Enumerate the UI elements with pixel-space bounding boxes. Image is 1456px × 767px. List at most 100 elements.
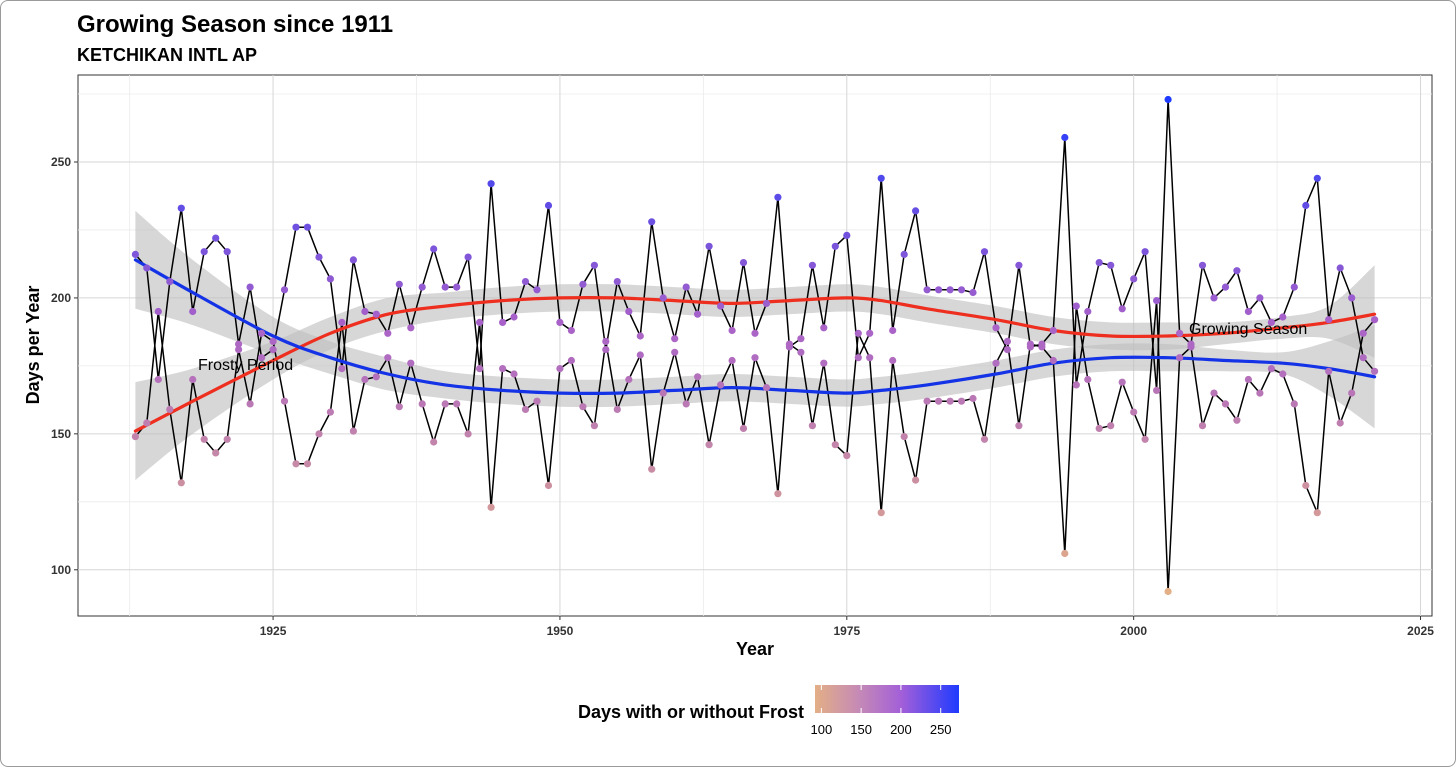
data-point-growing-season bbox=[1221, 400, 1230, 408]
data-point-frosty-period bbox=[866, 329, 874, 337]
data-point-frosty-period bbox=[1095, 259, 1103, 267]
data-point-growing-season bbox=[1325, 367, 1333, 375]
data-point-frosty-period bbox=[1015, 261, 1023, 269]
data-point-growing-season bbox=[384, 354, 392, 362]
data-point-growing-season bbox=[395, 403, 403, 411]
data-point-growing-season bbox=[235, 346, 243, 354]
data-point-frosty-period bbox=[166, 278, 174, 286]
data-point-frosty-period bbox=[131, 250, 139, 258]
data-point-growing-season bbox=[969, 394, 977, 403]
data-point-growing-season bbox=[728, 356, 736, 365]
data-point-frosty-period bbox=[751, 329, 759, 337]
data-point-frosty-period bbox=[1233, 267, 1241, 275]
data-point-growing-season bbox=[1176, 354, 1184, 362]
data-point-frosty-period bbox=[269, 346, 277, 354]
legend-tick-label: 150 bbox=[850, 722, 872, 737]
data-point-growing-season bbox=[464, 430, 472, 438]
x-tick-label: 2000 bbox=[1120, 624, 1147, 638]
legend: Days with or without Frost 100 150 200 250 bbox=[578, 685, 959, 737]
data-point-growing-season bbox=[1164, 587, 1172, 596]
data-point-growing-season bbox=[957, 397, 966, 405]
data-point-frosty-period bbox=[671, 335, 679, 343]
data-point-frosty-period bbox=[602, 346, 610, 354]
data-point-frosty-period bbox=[774, 193, 782, 201]
data-point-frosty-period bbox=[613, 278, 621, 286]
data-point-frosty-period bbox=[235, 340, 243, 348]
data-point-frosty-period bbox=[154, 375, 162, 384]
data-point-growing-season bbox=[372, 373, 380, 381]
data-point-frosty-period bbox=[935, 286, 943, 294]
data-point-growing-season bbox=[774, 490, 782, 498]
data-point-growing-season bbox=[303, 460, 312, 468]
data-point-frosty-period bbox=[625, 307, 633, 316]
y-tick-label: 150 bbox=[51, 427, 71, 441]
data-point-frosty-period bbox=[338, 365, 346, 373]
data-point-frosty-period bbox=[694, 310, 702, 318]
data-point-growing-season bbox=[739, 424, 748, 432]
data-point-frosty-period bbox=[418, 283, 426, 291]
data-point-growing-season bbox=[866, 354, 874, 362]
data-point-frosty-period bbox=[1084, 307, 1092, 316]
data-point-frosty-period bbox=[1107, 261, 1115, 269]
minor-gridlines bbox=[78, 75, 1432, 616]
data-point-frosty-period bbox=[1187, 340, 1195, 348]
data-point-growing-season bbox=[854, 329, 862, 337]
x-tick-label: 2025 bbox=[1407, 624, 1434, 638]
data-point-growing-season bbox=[361, 375, 369, 384]
data-point-growing-season bbox=[889, 356, 897, 365]
data-point-frosty-period bbox=[1118, 305, 1126, 313]
data-point-frosty-period bbox=[326, 275, 334, 283]
data-point-growing-season bbox=[636, 351, 644, 359]
data-point-growing-season bbox=[418, 400, 426, 408]
data-point-growing-season bbox=[808, 422, 817, 430]
data-point-growing-season bbox=[1003, 337, 1012, 345]
data-point-growing-season bbox=[625, 375, 633, 384]
data-point-growing-season bbox=[762, 384, 771, 392]
data-point-growing-season bbox=[1279, 370, 1287, 378]
data-point-frosty-period bbox=[1210, 294, 1218, 302]
data-point-growing-season bbox=[705, 441, 713, 449]
data-point-frosty-period bbox=[1153, 386, 1161, 394]
data-point-growing-season bbox=[223, 435, 231, 443]
data-point-frosty-period bbox=[315, 253, 323, 261]
data-point-frosty-period bbox=[636, 332, 644, 340]
data-point-growing-season bbox=[923, 397, 931, 405]
data-point-frosty-period bbox=[499, 318, 507, 326]
data-point-growing-season bbox=[349, 427, 357, 435]
legend-ticks: 100 150 200 250 bbox=[811, 685, 952, 737]
data-point-frosty-period bbox=[785, 343, 794, 351]
data-point-frosty-period bbox=[717, 302, 725, 310]
data-point-growing-season bbox=[246, 400, 254, 408]
data-point-growing-season bbox=[659, 389, 667, 397]
data-point-growing-season bbox=[843, 452, 851, 460]
data-point-growing-season bbox=[946, 397, 954, 405]
data-point-frosty-period bbox=[1003, 346, 1012, 354]
major-gridlines bbox=[78, 75, 1432, 616]
data-point-frosty-period bbox=[1061, 133, 1069, 142]
y-tick-label: 250 bbox=[51, 155, 71, 169]
data-point-frosty-period bbox=[372, 310, 380, 318]
data-point-growing-season bbox=[1244, 375, 1252, 384]
data-point-growing-season bbox=[200, 435, 208, 443]
data-point-growing-season bbox=[1198, 422, 1207, 430]
data-point-growing-season bbox=[269, 337, 277, 345]
data-point-frosty-period bbox=[430, 245, 438, 253]
x-tick-label: 1925 bbox=[260, 624, 287, 638]
data-point-frosty-period bbox=[544, 201, 553, 210]
data-point-growing-season bbox=[1072, 302, 1080, 310]
data-point-growing-season bbox=[556, 365, 564, 373]
data-point-frosty-period bbox=[1198, 261, 1207, 269]
data-point-growing-season bbox=[1336, 419, 1344, 427]
data-point-frosty-period bbox=[1325, 316, 1333, 324]
data-point-frosty-period bbox=[292, 223, 300, 231]
data-point-frosty-period bbox=[762, 299, 771, 307]
x-axis-ticks: 1925 1950 1975 2000 2025 bbox=[260, 616, 1434, 638]
data-point-growing-season bbox=[280, 397, 289, 405]
data-point-frosty-period bbox=[407, 324, 415, 332]
data-point-frosty-period bbox=[659, 294, 667, 302]
data-point-growing-season bbox=[430, 438, 438, 446]
data-point-frosty-period bbox=[831, 242, 839, 250]
data-point-growing-season bbox=[602, 337, 610, 345]
data-point-frosty-period bbox=[969, 288, 977, 297]
